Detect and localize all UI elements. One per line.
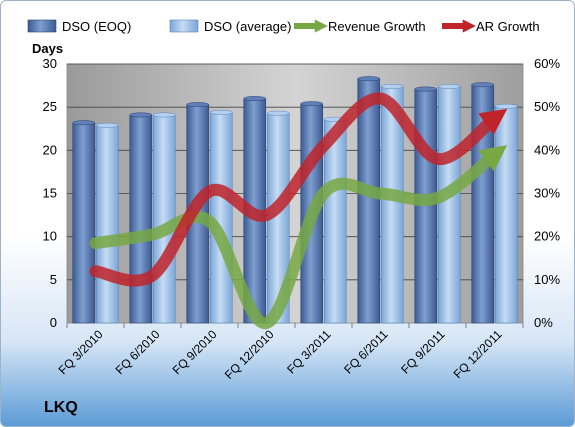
y-tick-label: 0: [50, 315, 57, 330]
ar-growth-line-point: [379, 97, 382, 100]
revenue-growth-line-point: [208, 220, 211, 223]
bar-dso-eoq-top: [471, 82, 494, 88]
bar-dso-eoq: [357, 78, 381, 324]
bar-dso-eoq: [129, 114, 153, 324]
x-tick-label: FQ 6/2010: [113, 327, 163, 377]
bar-dso-average: [494, 106, 518, 324]
y-tick-label: 5: [50, 272, 57, 287]
bar-dso-average-top: [438, 83, 461, 89]
y2-tick-label: 40%: [534, 142, 560, 157]
ar-growth-line-point: [151, 274, 154, 277]
legend-label: AR Growth: [476, 19, 540, 34]
x-tick-label: FQ 6/2011: [341, 327, 391, 377]
y2-tick-label: 0%: [534, 315, 553, 330]
y2-tick-label: 30%: [534, 186, 560, 201]
revenue-growth-line-point: [436, 196, 439, 200]
y-tick-label: 30: [43, 56, 57, 71]
revenue-growth-line-point: [379, 192, 382, 195]
x-tick-label: FQ 9/2011: [398, 327, 448, 377]
bar-dso-average-top: [381, 83, 404, 89]
revenue-growth-line-point: [265, 321, 268, 325]
legend-swatch-dso-average: [169, 19, 199, 33]
x-tick-label: FQ 9/2010: [170, 327, 220, 377]
y-tick-label: 10: [43, 229, 57, 244]
bar-dso-average-top: [153, 112, 176, 118]
ar-growth-line-point: [436, 157, 439, 161]
y2-tick-label: 20%: [534, 229, 560, 244]
bar-dso-average-top: [210, 109, 233, 115]
bar-dso-eoq: [72, 122, 96, 324]
legend-label: DSO (average): [204, 19, 291, 34]
bar-dso-average: [95, 124, 119, 324]
x-tick-label: FQ 12/2011: [451, 327, 505, 381]
ar-growth-line-point: [94, 270, 97, 273]
ar-growth-line-point: [208, 190, 211, 193]
legend-label: DSO (EOQ): [62, 19, 131, 34]
bar-dso-eoq-top: [129, 112, 152, 118]
revenue-growth-line-point: [322, 192, 325, 195]
y-tick-label: 15: [43, 186, 57, 201]
legend-label: Revenue Growth: [328, 19, 426, 34]
bar-dso-average-top: [495, 103, 518, 109]
x-tick-label: FQ 3/2011: [284, 327, 334, 377]
y2-tick-label: 10%: [534, 272, 560, 287]
revenue-growth-line-point: [151, 233, 154, 236]
y2-tick-label: 60%: [534, 56, 560, 71]
revenue-growth-line: [89, 145, 508, 329]
revenue-growth-line-point: [94, 241, 97, 245]
bar-dso-eoq-top: [300, 101, 323, 107]
ar-growth-line-point: [322, 144, 325, 148]
y-axis-label: Days: [32, 41, 63, 56]
bar-dso-average: [152, 114, 176, 324]
ar-growth-line-point: [265, 213, 268, 217]
y-tick-label: 20: [43, 142, 57, 157]
revenue-growth-line-point: [493, 153, 496, 156]
x-tick-label: FQ 3/2010: [56, 327, 106, 377]
bar-dso-eoq-top: [414, 86, 437, 92]
bar-dso-eoq-top: [72, 120, 95, 126]
x-tick-label: FQ 12/2010: [222, 327, 277, 382]
ar-growth-line-point: [493, 116, 496, 120]
bar-dso-average-top: [267, 110, 290, 116]
bar-dso-eoq-top: [186, 102, 209, 108]
y-tick-label: 25: [43, 99, 57, 114]
bar-dso-eoq-top: [357, 76, 380, 82]
company-ticker: LKQ: [44, 399, 78, 416]
bar-dso-eoq-top: [243, 96, 266, 101]
ar-growth-line: [89, 92, 508, 287]
legend-swatch-dso-eoq: [27, 19, 57, 33]
bar-dso-average: [437, 86, 461, 324]
y2-tick-label: 50%: [534, 99, 560, 114]
bar-dso-eoq: [414, 88, 438, 324]
bar-dso-average-top: [96, 122, 119, 128]
